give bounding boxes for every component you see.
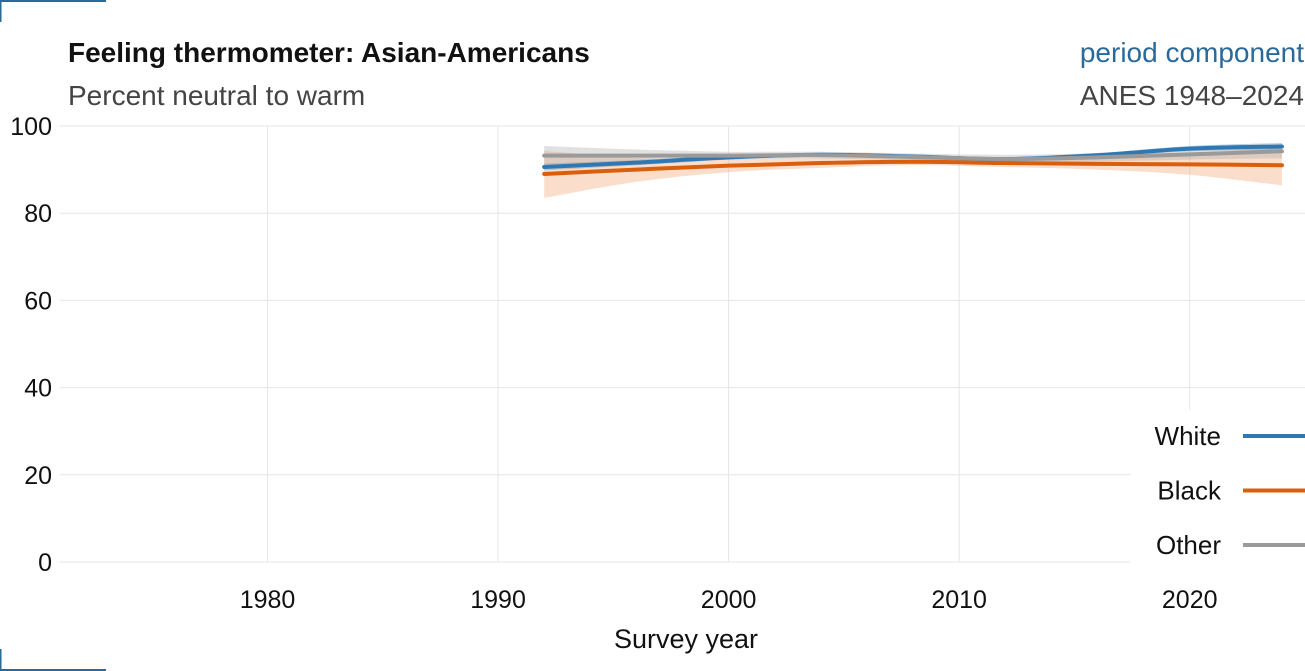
x-axis-title: Survey year [614, 624, 758, 654]
x-tick-label: 2000 [701, 586, 757, 614]
component-tag: period component [1080, 37, 1304, 68]
legend-label-black: Black [1157, 476, 1222, 506]
legend-background [1131, 410, 1305, 582]
corner-mark-top-left [0, 0, 106, 22]
x-tick-label: 1990 [470, 586, 526, 614]
grid [60, 125, 1305, 563]
x-tick-label: 2020 [1162, 586, 1218, 614]
x-axis-ticks: 1980 1990 2000 2010 2020 [240, 586, 1218, 614]
y-tick-label: 40 [24, 375, 52, 403]
series-lines [542, 144, 1284, 176]
y-tick-label: 100 [10, 113, 52, 141]
y-tick-label: 0 [38, 549, 52, 577]
chart-title: Feeling thermometer: Asian-Americans [68, 37, 590, 68]
y-tick-label: 60 [24, 287, 52, 315]
x-tick-label: 1980 [240, 586, 296, 614]
legend-label-other: Other [1156, 530, 1221, 560]
series-line-other [542, 149, 1284, 162]
chart-subtitle: Percent neutral to warm [68, 80, 365, 111]
source-label: ANES 1948–2024 [1080, 80, 1304, 111]
corner-mark-bottom-left [0, 649, 106, 671]
y-axis-ticks: 0 20 40 60 80 100 [10, 113, 52, 577]
x-tick-label: 2010 [931, 586, 987, 614]
y-tick-label: 20 [24, 462, 52, 490]
series-line-black [542, 159, 1284, 176]
legend-label-white: White [1155, 421, 1221, 451]
legend: White Black Other [1155, 421, 1305, 560]
y-tick-label: 80 [24, 200, 52, 228]
